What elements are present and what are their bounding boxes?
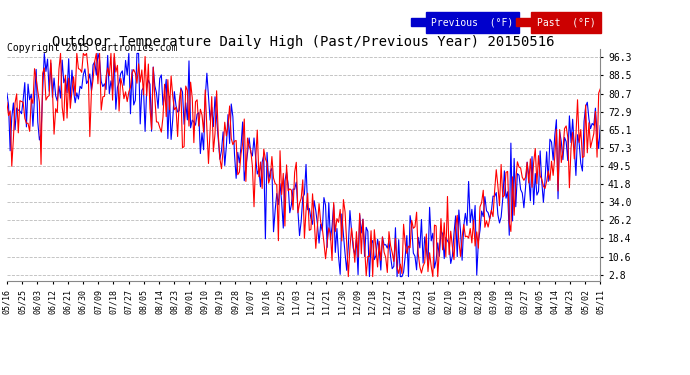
Legend: Previous  (°F), Past  (°F): Previous (°F), Past (°F) (411, 18, 595, 28)
Title: Outdoor Temperature Daily High (Past/Previous Year) 20150516: Outdoor Temperature Daily High (Past/Pre… (52, 35, 555, 49)
Text: Copyright 2015 Cartronics.com: Copyright 2015 Cartronics.com (7, 43, 177, 53)
